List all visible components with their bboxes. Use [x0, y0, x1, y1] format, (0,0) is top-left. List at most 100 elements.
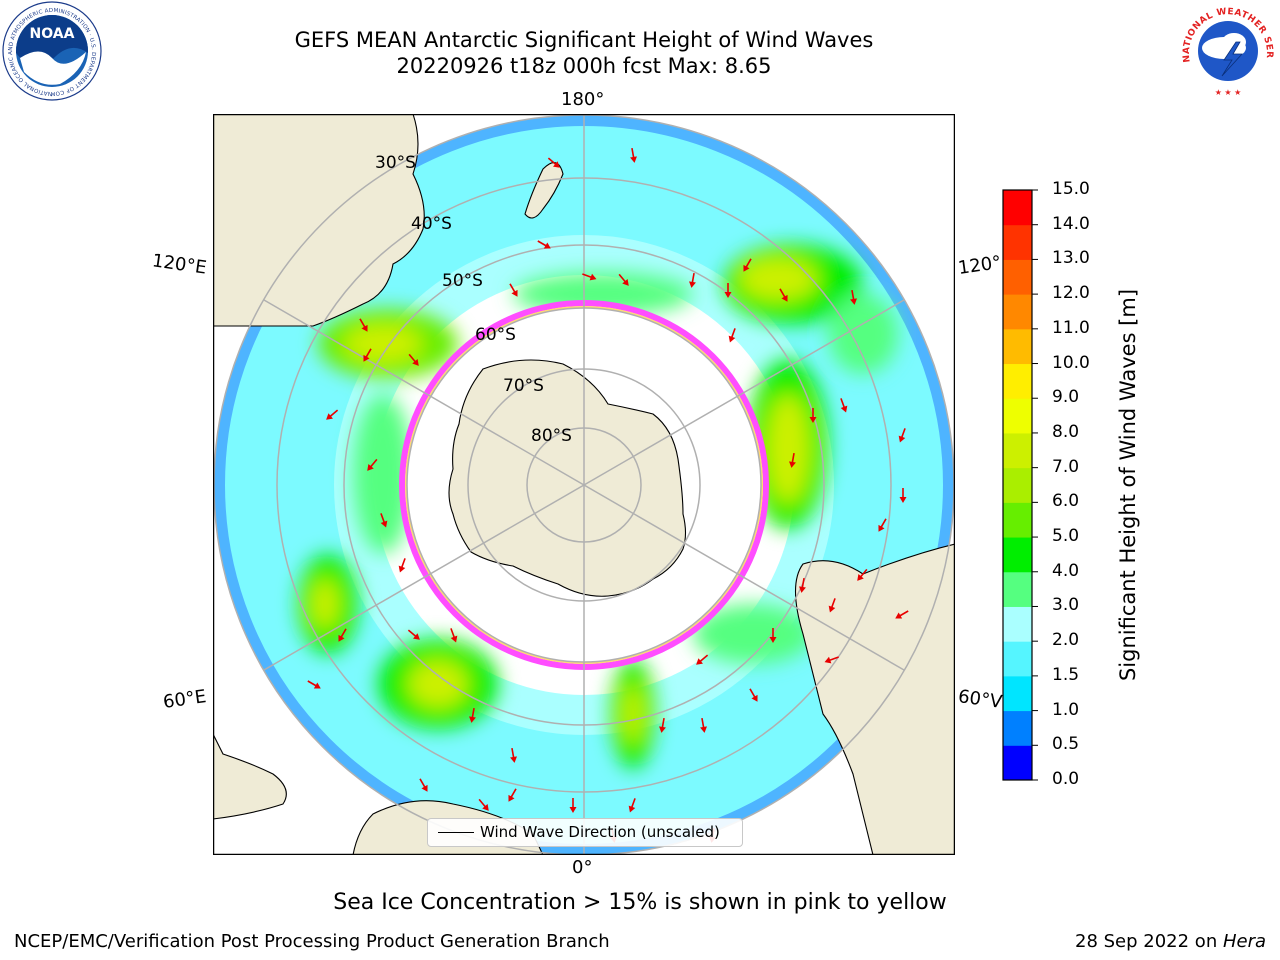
wave-direction-arrow [547, 157, 560, 168]
colorbar-tick-label: 4.0 [1052, 560, 1080, 581]
wave-direction-arrow [630, 147, 637, 163]
colorbar-tick-label: 0.5 [1052, 734, 1080, 755]
wave-direction-arrow [743, 258, 752, 272]
colorbar [1002, 189, 1038, 781]
colorbar-segment [1003, 675, 1032, 712]
wave-direction-arrow [898, 428, 906, 443]
colorbar-tick-label: 1.0 [1052, 699, 1080, 720]
colorbar-segment [1003, 467, 1032, 503]
lon-label-right-lower: 60°V [956, 686, 1004, 713]
colorbar-segment [1003, 259, 1032, 295]
colorbar-segment [1003, 328, 1032, 365]
wave-direction-arrow [569, 798, 577, 813]
wave-direction-arrow [700, 717, 707, 733]
wave-direction-arrow [450, 628, 458, 643]
wave-direction-arrow [828, 598, 836, 613]
footer-date: 28 Sep 2022 on Hera [1075, 931, 1266, 952]
wave-direction-arrow [398, 558, 406, 573]
footer-date-text: 28 Sep 2022 on [1075, 931, 1223, 952]
lat-label-60s: 60°S [475, 325, 516, 345]
colorbar-segment [1003, 432, 1032, 469]
colorbar-tick-label: 5.0 [1052, 526, 1080, 547]
colorbar-segment [1003, 224, 1032, 260]
colorbar-segment [1003, 641, 1032, 677]
lat-label-50s: 50°S [442, 271, 483, 291]
wave-direction-arrow [659, 717, 666, 733]
lon-label-left-upper: 120°E [150, 250, 208, 279]
wave-direction-arrow [407, 629, 420, 640]
colorbar-tick-label: 15.0 [1052, 179, 1090, 199]
colorbar-tick-label: 1.5 [1052, 664, 1080, 685]
colorbar-tick-label: 14.0 [1052, 213, 1090, 234]
wave-direction-arrow [408, 353, 419, 366]
lon-label-bottom: 0° [572, 857, 593, 878]
wave-direction-arrow [510, 747, 517, 763]
lat-label-30s: 30°S [375, 153, 416, 173]
lat-label-40s: 40°S [411, 214, 452, 234]
wave-direction-arrow [749, 688, 758, 702]
wave-direction-arrow [363, 348, 372, 362]
wave-direction-arrow [618, 273, 629, 286]
noaa-logo: NATIONAL OCEANIC AND ATMOSPHERIC ADMINIS… [0, 0, 102, 101]
title-line-1: GEFS MEAN Antarctic Significant Height o… [294, 28, 874, 52]
colorbar-tick-label: 8.0 [1052, 421, 1080, 442]
colorbar-segment [1003, 537, 1032, 573]
wave-direction-arrow [380, 513, 388, 528]
wave-direction-arrow [509, 283, 518, 297]
wave-direction-arrow [478, 798, 489, 811]
colorbar-tick-label: 0.0 [1052, 769, 1080, 789]
title-line-2: 20220926 t18z 000h fcst Max: 8.65 [396, 54, 772, 78]
noaa-logo-text: NOAA [30, 26, 75, 42]
wave-direction-arrow [769, 628, 777, 643]
colorbar-segment [1003, 502, 1032, 538]
footer-machine: Hera [1222, 931, 1266, 952]
colorbar-segment [1003, 571, 1032, 607]
colorbar-tick-label: 13.0 [1052, 248, 1090, 269]
svg-text:★ ★ ★: ★ ★ ★ [1215, 88, 1242, 97]
wave-direction-arrow [799, 577, 806, 593]
legend-line-swatch [438, 832, 474, 834]
lon-label-top: 180° [561, 89, 605, 110]
colorbar-tick-label: 6.0 [1052, 491, 1080, 512]
wave-direction-arrow [338, 628, 347, 642]
colorbar-segment [1003, 294, 1032, 330]
sea-ice-note: Sea Ice Concentration > 15% is shown in … [333, 890, 947, 915]
wave-direction-arrow [689, 272, 696, 288]
map-legend: Wind Wave Direction (unscaled) [427, 818, 743, 847]
wave-direction-arrow [359, 318, 368, 332]
wave-direction-arrow [582, 273, 597, 281]
lat-label-70s: 70°S [503, 376, 544, 396]
wave-direction-arrow [537, 240, 551, 249]
colorbar-segment [1003, 606, 1032, 642]
wave-direction-arrow [307, 680, 321, 689]
colorbar-tick-label: 3.0 [1052, 595, 1080, 616]
lon-label-right-upper: 120° [956, 252, 1003, 279]
nws-logo: NATIONAL WEATHER SERVICE ★ ★ ★ [1178, 2, 1275, 98]
wave-direction-arrow [326, 409, 339, 420]
colorbar-tick-label: 10.0 [1052, 352, 1090, 373]
wave-direction-arrow [850, 289, 857, 305]
wave-direction-arrow [899, 488, 907, 503]
colorbar-tick-label: 2.0 [1052, 630, 1080, 651]
lat-label-80s: 80°S [531, 426, 572, 446]
colorbar-segment [1003, 745, 1032, 781]
polar-map: 30°S 40°S 50°S 60°S 70°S 80°S [213, 114, 955, 855]
lon-label-left-lower: 60°E [161, 686, 208, 713]
wave-direction-arrow [628, 798, 636, 813]
wave-direction-arrow [696, 654, 709, 665]
wave-direction-arrow [367, 458, 378, 471]
wave-direction-arrow [779, 288, 788, 302]
colorbar-segment [1003, 363, 1032, 399]
colorbar-title: Significant Height of Wind Waves [m] [1116, 288, 1140, 682]
wave-direction-arrow [824, 656, 839, 664]
footer-org: NCEP/EMC/Verification Post Processing Pr… [14, 931, 610, 952]
colorbar-tick-label: 9.0 [1052, 387, 1080, 408]
colorbar-tick-label: 11.0 [1052, 317, 1090, 338]
colorbar-tick-label: 7.0 [1052, 456, 1080, 477]
wave-direction-arrow [728, 328, 736, 343]
wave-direction-arrow [789, 452, 796, 468]
colorbar-tick-label: 12.0 [1052, 283, 1090, 304]
wave-direction-arrow [895, 610, 909, 619]
wave-direction-arrow [878, 518, 887, 532]
colorbar-segment [1003, 190, 1032, 226]
